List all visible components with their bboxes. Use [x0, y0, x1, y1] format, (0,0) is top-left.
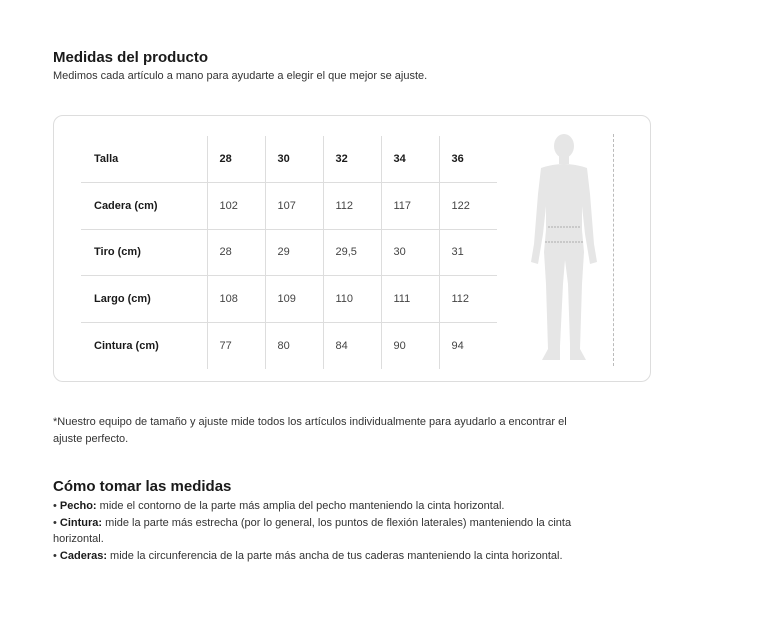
cell: 108 — [206, 275, 265, 322]
list-item: • Pecho: mide el contorno de la parte má… — [53, 500, 505, 512]
cell: 80 — [264, 321, 323, 369]
cell: 111 — [380, 275, 439, 322]
how-to-title: Cómo tomar las medidas — [53, 478, 232, 495]
fit-note: *Nuestro equipo de tamaño y ajuste mide … — [53, 416, 567, 445]
cell: 94 — [438, 321, 497, 369]
page-subtitle: Medimos cada artículo a mano para ayudar… — [53, 70, 428, 82]
size-table: Talla 28 30 32 34 36 Cadera (cm) 102 107 11… — [81, 136, 497, 369]
cell: 112 — [322, 182, 381, 229]
cell: 30 — [380, 228, 439, 276]
row-label: Largo (cm) — [81, 275, 207, 322]
item-term: Cintura: — [59, 516, 103, 529]
cell: 77 — [206, 321, 265, 369]
cell: 110 — [322, 275, 381, 322]
cell: 102 — [206, 182, 265, 229]
item-text: mide la circunferencia de la parte más a… — [107, 549, 563, 562]
size-header: 36 — [438, 136, 497, 183]
cell: 117 — [380, 182, 439, 229]
page-title: Medidas del producto — [53, 49, 209, 66]
header-label: Talla — [94, 153, 119, 165]
cell: 112 — [438, 275, 497, 322]
item-text: mide el contorno de la parte más amplia … — [96, 500, 505, 512]
cell: 28 — [206, 228, 265, 276]
table-row: Cintura (cm) 77 80 84 90 94 — [81, 321, 497, 369]
cell: 107 — [264, 182, 323, 229]
list-item: • Caderas: mide la circunferencia de la … — [53, 549, 563, 562]
cell: 29,5 — [322, 228, 381, 276]
cell: 31 — [438, 228, 497, 276]
row-label: Cintura (cm) — [81, 321, 207, 369]
table-header-row: Talla 28 30 32 34 36 — [81, 136, 497, 183]
item-term: Pecho: — [59, 500, 97, 512]
size-header: 28 — [206, 136, 265, 183]
height-guide-line — [613, 134, 614, 366]
size-chart-card: Talla 28 30 32 34 36 Cadera (cm) 102 107 11… — [53, 115, 651, 382]
cell: 84 — [322, 321, 381, 369]
cell: 29 — [264, 228, 323, 276]
table-row: Largo (cm) 108 109 110 111 112 — [81, 275, 497, 322]
cell: 90 — [380, 321, 439, 369]
row-label: Tiro (cm) — [81, 228, 207, 276]
body-silhouette-icon — [531, 134, 597, 360]
size-header: 30 — [264, 136, 323, 183]
how-to-list: • Pecho: mide el contorno de la parte má… — [53, 498, 623, 564]
size-header: 34 — [380, 136, 439, 183]
row-label: Cadera (cm) — [81, 182, 207, 229]
item-text: mide la parte más estrecha (por lo gener… — [53, 516, 572, 546]
cell: 109 — [264, 275, 323, 322]
cell: 122 — [438, 182, 497, 229]
table-row: Cadera (cm) 102 107 112 117 122 — [81, 182, 497, 229]
table-row: Tiro (cm) 28 29 29,5 30 31 — [81, 228, 497, 276]
list-item: • Cintura: mide la parte más estrecha (p… — [53, 516, 572, 546]
item-term: Caderas: — [59, 549, 107, 562]
size-header: 32 — [322, 136, 381, 183]
